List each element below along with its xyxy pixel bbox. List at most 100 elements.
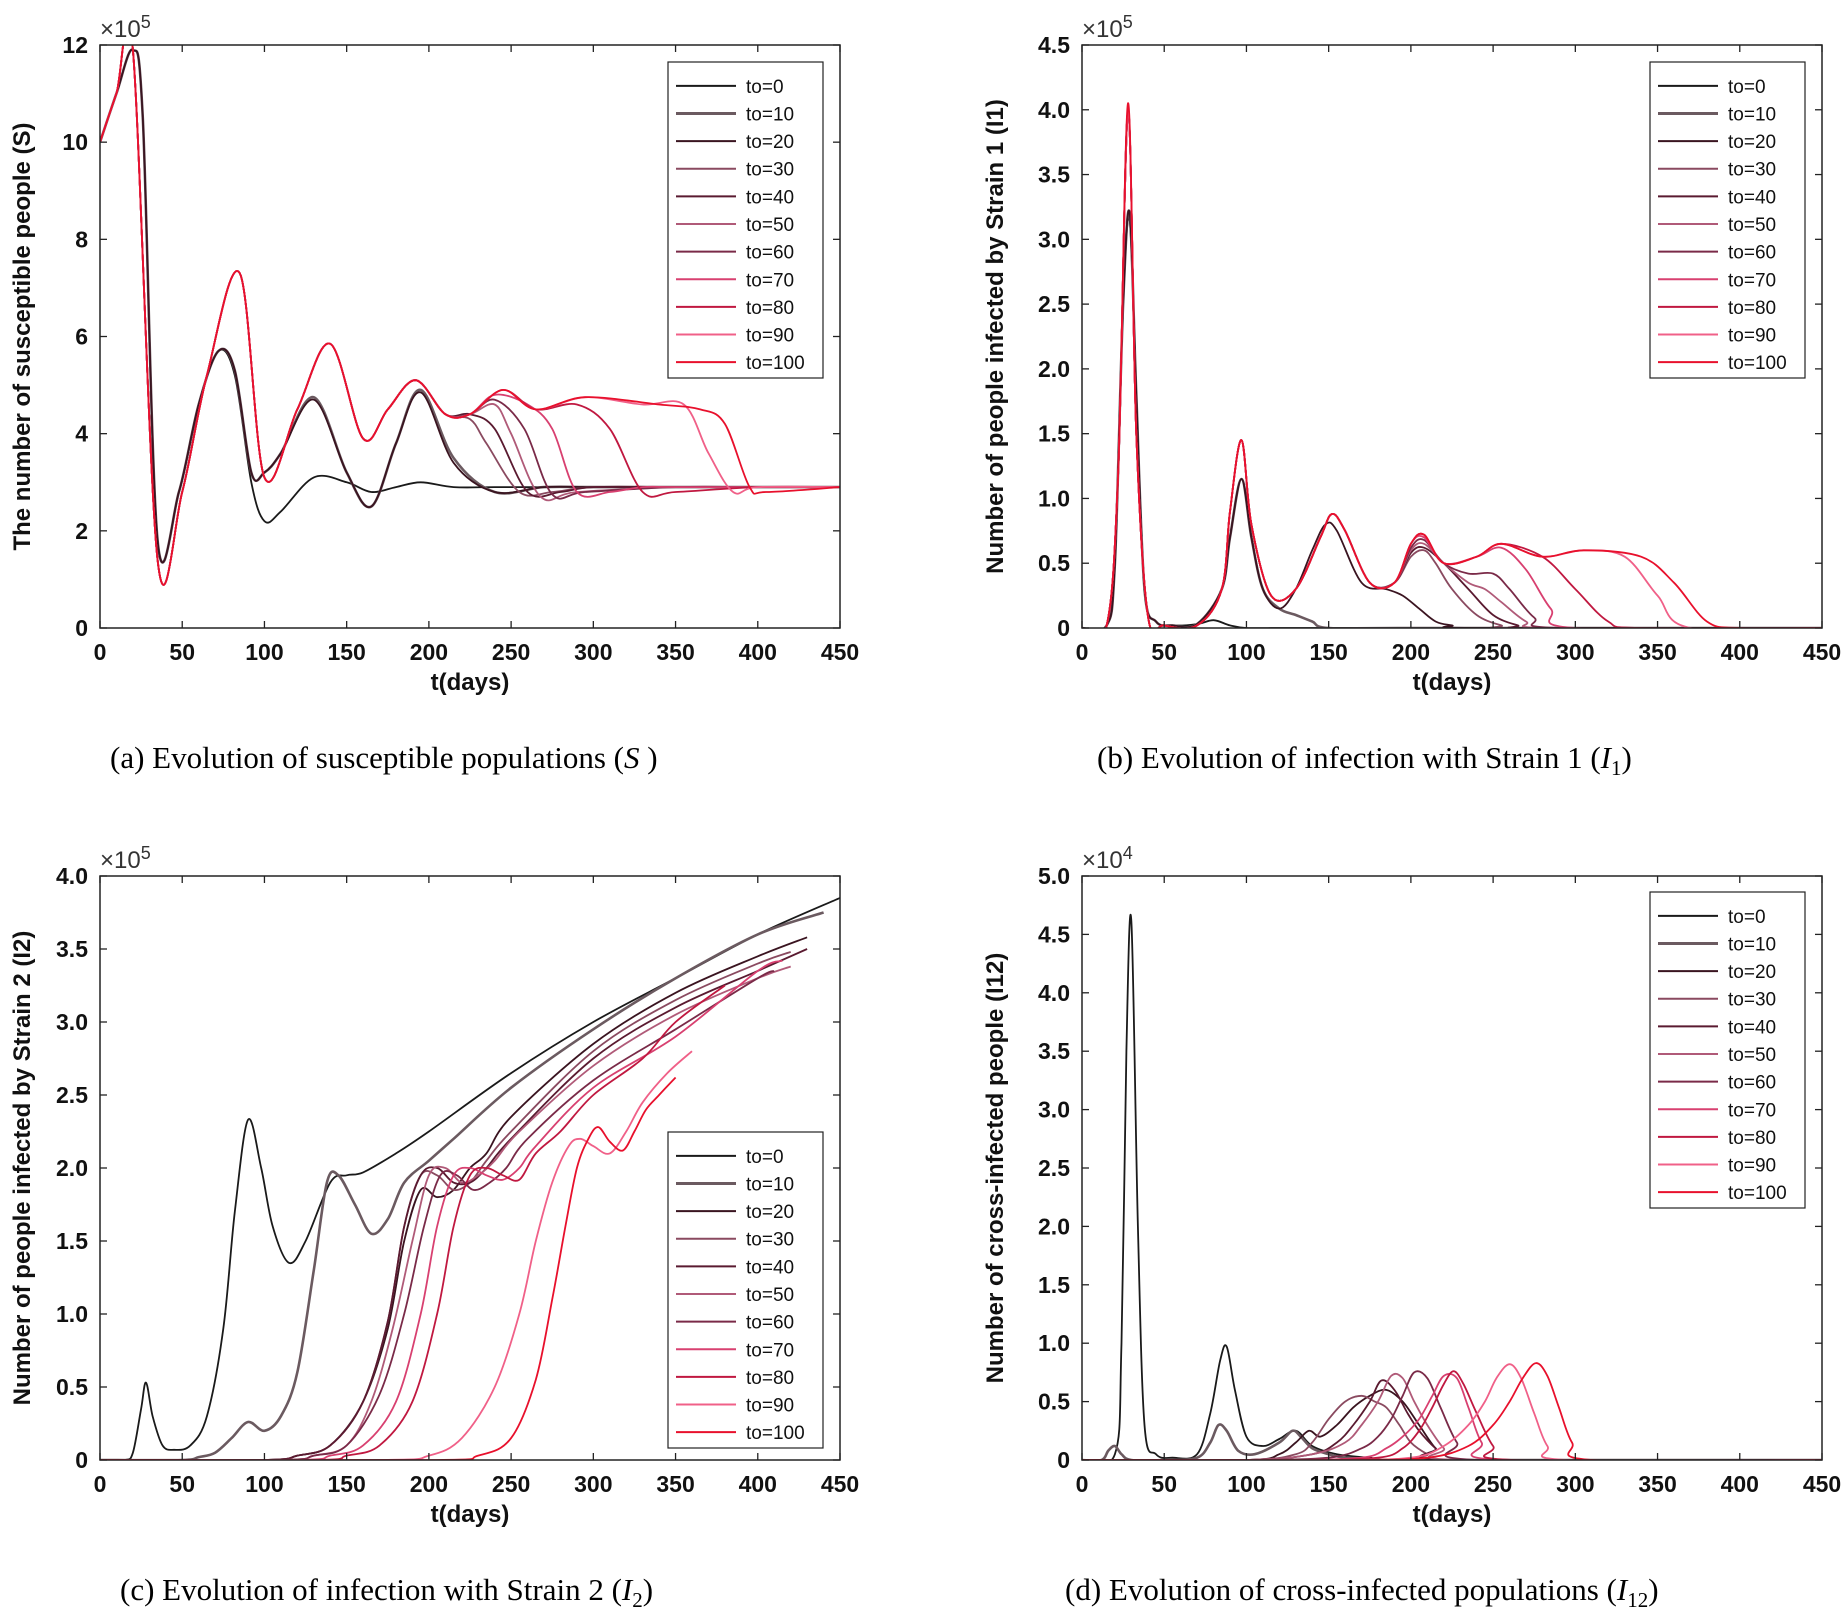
legend-label: to=0 xyxy=(746,1147,784,1168)
y-axis-label: The number of susceptible people (S) xyxy=(9,122,36,550)
series-line-to=70 xyxy=(100,959,783,1460)
y-tick-label: 8 xyxy=(75,226,88,252)
x-tick-label: 300 xyxy=(574,639,612,665)
x-tick-label: 350 xyxy=(656,639,694,665)
caption-text: Evolution of cross-infected populations … xyxy=(1109,1572,1617,1607)
x-tick-label: 400 xyxy=(739,639,777,665)
caption-math: S xyxy=(624,740,640,775)
x-axis-label: t(days) xyxy=(431,1501,510,1528)
legend-label: to=40 xyxy=(746,187,794,208)
caption-label: (b) xyxy=(1097,740,1141,775)
x-tick-label: 200 xyxy=(410,1471,448,1497)
legend-label: to=50 xyxy=(1728,1045,1776,1066)
x-tick-label: 250 xyxy=(1474,1471,1512,1497)
caption-math-sub: 1 xyxy=(1611,756,1622,780)
y-axis-label: Number of people infected by Strain 1 (I… xyxy=(982,99,1009,574)
legend-label: to=10 xyxy=(746,104,794,125)
x-tick-label: 350 xyxy=(1638,639,1676,665)
legend-label: to=70 xyxy=(746,1340,794,1361)
y-tick-label: 1.5 xyxy=(1038,421,1070,447)
legend-label: to=20 xyxy=(746,132,794,153)
x-tick-label: 50 xyxy=(1151,1471,1177,1497)
legend-label: to=30 xyxy=(746,1230,794,1251)
caption-text: Evolution of infection with Strain 2 ( xyxy=(162,1572,622,1607)
y-tick-label: 6 xyxy=(75,324,88,350)
y-axis-label: Number of cross-infected people (I12) xyxy=(982,953,1009,1384)
y-exponent-power: 5 xyxy=(141,843,151,863)
legend-label: to=10 xyxy=(746,1174,794,1195)
x-tick-label: 450 xyxy=(821,639,859,665)
caption-text: Evolution of infection with Strain 1 ( xyxy=(1141,740,1601,775)
y-tick-label: 1.0 xyxy=(56,1301,88,1327)
legend-label: to=100 xyxy=(746,353,805,374)
panel-caption: (b) Evolution of infection with Strain 1… xyxy=(1097,740,1632,780)
x-tick-label: 250 xyxy=(492,639,530,665)
y-tick-label: 4.0 xyxy=(56,863,88,889)
x-tick-label: 200 xyxy=(1392,639,1430,665)
panel-caption: (a) Evolution of susceptible populations… xyxy=(110,740,658,775)
x-tick-label: 150 xyxy=(1309,639,1347,665)
y-tick-label: 3.0 xyxy=(1038,1097,1070,1123)
y-tick-label: 3.0 xyxy=(56,1009,88,1035)
x-tick-label: 0 xyxy=(1076,639,1089,665)
y-tick-label: 1.5 xyxy=(56,1228,88,1254)
x-tick-label: 100 xyxy=(245,639,283,665)
legend: to=0 to=10 to=20 to=30 to=40 to=50 to=60 to=70 t… xyxy=(1649,891,1806,1209)
y-exponent-power: 4 xyxy=(1123,843,1133,863)
legend-label: to=90 xyxy=(1728,1156,1776,1177)
y-tick-label: 0 xyxy=(75,615,88,641)
plot-frame xyxy=(1081,44,1823,629)
legend-label: to=80 xyxy=(746,1368,794,1389)
y-tick-label: 1.0 xyxy=(1038,485,1070,511)
y-tick-label: 0.5 xyxy=(56,1374,88,1400)
y-tick-label: 12 xyxy=(62,32,88,58)
legend-label: to=40 xyxy=(1728,1017,1776,1038)
legend-label: to=100 xyxy=(1728,1183,1787,1204)
x-tick-label: 300 xyxy=(1556,1471,1594,1497)
y-tick-label: 3.0 xyxy=(1038,226,1070,252)
legend: to=0 to=10 to=20 to=30 to=40 to=50 to=60 to=70 t… xyxy=(667,1131,824,1449)
y-tick-label: 4.0 xyxy=(1038,97,1070,123)
x-tick-label: 150 xyxy=(1309,1471,1347,1497)
panel-caption: (d) Evolution of cross-infected populati… xyxy=(1065,1572,1659,1612)
x-tick-label: 250 xyxy=(492,1471,530,1497)
series-line-to=60 xyxy=(1082,1370,1822,1460)
legend-label: to=90 xyxy=(746,1396,794,1417)
y-axis-label: Number of people infected by Strain 2 (I… xyxy=(9,931,36,1406)
caption-math: I xyxy=(1616,1572,1629,1607)
legend-label: to=40 xyxy=(1728,187,1776,208)
series-line-to=90 xyxy=(1082,1363,1822,1460)
y-tick-label: 3.5 xyxy=(56,936,88,962)
y-tick-label: 3.5 xyxy=(1038,162,1070,188)
legend-label: to=30 xyxy=(1728,990,1776,1011)
legend-label: to=20 xyxy=(1728,962,1776,983)
x-tick-label: 0 xyxy=(1076,1471,1089,1497)
legend-label: to=30 xyxy=(746,160,794,181)
y-tick-label: 0.5 xyxy=(1038,1389,1070,1415)
legend-label: to=80 xyxy=(746,298,794,319)
series-line-to=80 xyxy=(1082,1370,1822,1460)
x-tick-label: 450 xyxy=(1803,639,1841,665)
legend-label: to=30 xyxy=(1728,160,1776,181)
x-tick-label: 200 xyxy=(1392,1471,1430,1497)
legend-label: to=60 xyxy=(1728,243,1776,264)
series-line-to=40 xyxy=(100,948,808,1460)
y-exponent-label: ×105 xyxy=(100,12,151,43)
legend-label: to=40 xyxy=(746,1257,794,1278)
series-line-to=70 xyxy=(1082,1373,1822,1460)
x-axis-label: t(days) xyxy=(1413,669,1492,696)
y-tick-label: 4 xyxy=(75,421,88,447)
y-tick-label: 4.5 xyxy=(1038,921,1070,947)
series-line-to=20 xyxy=(1082,209,1822,628)
y-tick-label: 2 xyxy=(75,518,88,544)
caption-label: (a) xyxy=(110,740,152,775)
series-line-to=0 xyxy=(100,897,840,1460)
x-tick-label: 0 xyxy=(94,1471,107,1497)
x-tick-label: 300 xyxy=(1556,639,1594,665)
legend-label: to=0 xyxy=(1728,907,1766,928)
legend-label: to=20 xyxy=(746,1202,794,1223)
caption-math-sub: 12 xyxy=(1627,1588,1648,1612)
legend-label: to=70 xyxy=(746,270,794,291)
legend-label: to=10 xyxy=(1728,934,1776,955)
